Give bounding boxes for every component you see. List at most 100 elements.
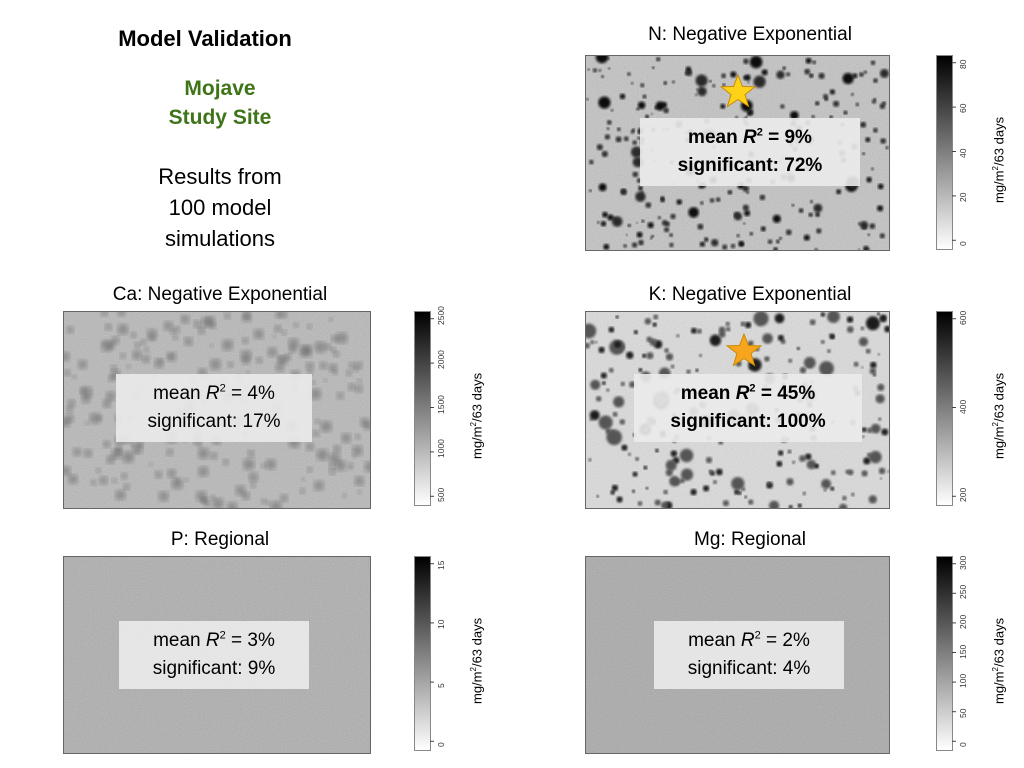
colorbar-tick-label: 200 <box>958 488 968 503</box>
r-superscript: 2 <box>219 629 226 642</box>
colorbar <box>414 311 431 506</box>
stat-box: mean R2 = 9% significant: 72% <box>640 118 860 186</box>
mean-r2-text: mean R2 = 45% <box>644 380 852 408</box>
colorbar-unit-label: mg/m2/63 days <box>469 373 484 459</box>
unit-suffix: /63 days <box>469 372 485 423</box>
page-title: Model Validation <box>118 26 292 51</box>
colorbar-tick-label: 250 <box>958 585 968 600</box>
colorbar-tick-label: 10 <box>436 619 446 629</box>
panel-title: Ca: Negative Exponential <box>112 284 328 305</box>
unit-suffix: /63 days <box>469 617 485 668</box>
significant-text: significant: 4% <box>687 658 811 679</box>
colorbar <box>936 311 953 506</box>
mean-value: = 9% <box>762 127 812 148</box>
colorbar-unit-label: mg/m2/63 days <box>991 373 1006 459</box>
unit-main: mg/m <box>991 671 1007 705</box>
stat-box: mean R2 = 45% significant: 100% <box>634 374 862 442</box>
mean-prefix: mean <box>680 383 736 404</box>
colorbar-tick-label: 0 <box>958 241 968 247</box>
r-superscript: 2 <box>219 382 226 395</box>
site-line-2: Study Site <box>168 106 272 129</box>
unit-sup: 2 <box>991 667 1000 672</box>
colorbar-tick-label: 2500 <box>436 305 446 325</box>
colorbar-tick-label: 40 <box>958 148 968 158</box>
colorbar-tick-label: 2000 <box>436 350 446 370</box>
colorbar-tick-label: 15 <box>436 560 446 570</box>
mean-prefix: mean <box>153 383 206 404</box>
unit-sup: 2 <box>469 667 478 672</box>
mean-r2-text: mean R2 = 3% <box>129 627 299 655</box>
mean-value: = 45% <box>755 383 816 404</box>
star-icon <box>719 73 757 114</box>
unit-main: mg/m <box>469 671 485 705</box>
r-symbol: R <box>740 630 755 651</box>
colorbar-unit-label: mg/m2/63 days <box>991 618 1006 704</box>
panel-title: K: Negative Exponential <box>648 284 852 305</box>
r-symbol: R <box>205 630 220 651</box>
colorbar-tick-label: 400 <box>958 399 968 414</box>
colorbar-tick-label: 500 <box>436 488 446 503</box>
colorbar-tick-label: 0 <box>436 742 446 748</box>
colorbar-ticks <box>952 318 956 497</box>
study-site-label: Mojave Study Site <box>120 74 320 132</box>
mean-value: = 3% <box>225 630 275 651</box>
results-line-2: 100 model <box>168 195 272 220</box>
colorbar-tick-label: 5 <box>436 683 446 689</box>
significant-text: significant: 72% <box>677 155 823 176</box>
mean-value: = 4% <box>225 383 275 404</box>
mean-r2-text: mean R2 = 4% <box>126 380 302 408</box>
unit-suffix: /63 days <box>991 617 1007 668</box>
stat-box: mean R2 = 2% significant: 4% <box>654 621 844 689</box>
colorbar-ticks <box>952 563 956 742</box>
colorbar-unit-label: mg/m2/63 days <box>469 618 484 704</box>
stat-box: mean R2 = 4% significant: 17% <box>116 374 312 442</box>
r-symbol: R <box>735 383 750 404</box>
r-superscript: 2 <box>754 629 761 642</box>
significant-text: significant: 9% <box>152 658 276 679</box>
mean-r2-text: mean R2 = 2% <box>664 627 834 655</box>
colorbar-tick-label: 80 <box>958 59 968 69</box>
colorbar-tick-label: 1000 <box>436 438 446 458</box>
unit-main: mg/m <box>469 426 485 460</box>
stat-box: mean R2 = 3% significant: 9% <box>119 621 309 689</box>
colorbar-ticks <box>430 318 434 497</box>
r-symbol: R <box>205 383 220 404</box>
significant-text: significant: 17% <box>147 411 281 432</box>
unit-sup: 2 <box>469 422 478 427</box>
mean-r2-text: mean R2 = 9% <box>650 124 850 152</box>
unit-suffix: /63 days <box>991 372 1007 423</box>
panel-title: Mg: Regional <box>694 529 806 550</box>
colorbar-tick-label: 200 <box>958 614 968 629</box>
colorbar-tick-label: 1500 <box>436 394 446 414</box>
colorbar-tick-label: 60 <box>958 103 968 114</box>
r-superscript: 2 <box>749 382 756 395</box>
colorbar <box>936 556 953 751</box>
colorbar <box>414 556 431 751</box>
results-line-1: Results from <box>158 164 282 189</box>
unit-sup: 2 <box>991 422 1000 427</box>
mean-value: = 2% <box>760 630 810 651</box>
colorbar-tick-label: 150 <box>958 644 968 659</box>
r-symbol: R <box>742 127 757 148</box>
panel-title: N: Negative Exponential <box>648 24 852 45</box>
colorbar-tick-label: 20 <box>958 192 968 202</box>
unit-suffix: /63 days <box>991 116 1007 167</box>
site-line-1: Mojave <box>184 77 256 100</box>
colorbar-ticks <box>430 563 434 742</box>
mean-prefix: mean <box>688 127 743 148</box>
r-superscript: 2 <box>756 126 763 139</box>
colorbar-ticks <box>952 62 956 241</box>
star-icon <box>725 332 763 373</box>
colorbar-tick-label: 300 <box>958 555 968 570</box>
colorbar <box>936 55 953 250</box>
colorbar-unit-label: mg/m2/63 days <box>991 117 1006 203</box>
panel-title: P: Regional <box>170 529 270 550</box>
colorbar-tick-label: 600 <box>958 310 968 325</box>
unit-sup: 2 <box>991 166 1000 171</box>
colorbar-tick-label: 0 <box>958 742 968 748</box>
unit-main: mg/m <box>991 170 1007 204</box>
mean-prefix: mean <box>688 630 741 651</box>
unit-main: mg/m <box>991 426 1007 460</box>
colorbar-tick-label: 50 <box>958 708 968 718</box>
colorbar-tick-label: 100 <box>958 673 968 689</box>
